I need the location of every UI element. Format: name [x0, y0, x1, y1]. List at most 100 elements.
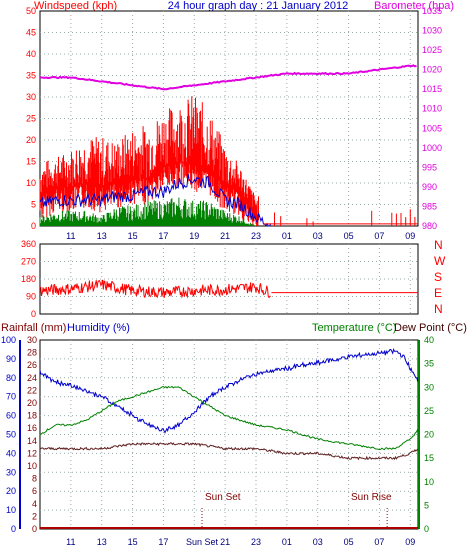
humidity-tick-label: 80: [6, 373, 16, 383]
wind-axis-title: Windspeed (kph): [34, 0, 117, 12]
time-tick-label: 13: [97, 231, 107, 241]
wind-tail-spikes: [274, 209, 416, 226]
time-tick-label: 07: [374, 537, 384, 547]
temperature-tick-label: 20: [424, 430, 434, 440]
time-tick-label: 15: [128, 231, 138, 241]
time-tick-label: 21: [220, 537, 230, 547]
temperature-ticks: 0 5 10 15 20 25 30 35 40: [418, 335, 434, 534]
time-tick-label: 03: [313, 537, 323, 547]
temperature-tick-label: 40: [424, 335, 434, 345]
dir-ticks: 0 90 180 270 360: [21, 239, 36, 319]
time-tick-label: 13: [97, 537, 107, 547]
humidity-tick-label: 10: [6, 505, 16, 515]
baro-tick-label: 995: [422, 162, 437, 172]
barometer-axis-title: Barometer (hpa): [374, 0, 454, 12]
top-wind-ticks: 0 5 10 15 20 25 30 35 40 45 50: [26, 6, 36, 231]
baro-tick-label: 990: [422, 182, 437, 192]
time-tick-label: 11: [66, 537, 75, 547]
dewpoint-series: [39, 442, 419, 461]
wind-tick-label: 20: [26, 135, 36, 145]
wind-tick-label: 50: [26, 6, 36, 16]
temperature-tick-label: 0: [424, 524, 429, 534]
temperature-tick-label: 30: [424, 382, 434, 392]
wind-tick-label: 15: [26, 157, 36, 167]
compass-label: N: [434, 302, 443, 316]
dir-tick-label: 180: [21, 274, 36, 284]
time-tick-label: 07: [374, 231, 384, 241]
humidity-tick-label: 90: [6, 354, 16, 364]
wind-tick-label: 45: [26, 28, 36, 38]
wind-tick-label: 10: [26, 178, 36, 188]
bottom-plot-frame: [39, 339, 419, 530]
barometer-series: [39, 64, 417, 91]
baro-tick-label: 1015: [422, 84, 442, 94]
rain-tick-label: 20: [27, 398, 37, 408]
humidity-tick-label: 70: [6, 392, 16, 402]
rain-tick-label: 6: [32, 486, 37, 496]
time-tick-label: 17: [158, 537, 168, 547]
temperature-tick-label: 10: [424, 477, 434, 487]
time-tick-label: 05: [344, 537, 354, 547]
bottom-series: [39, 348, 419, 529]
baro-tick-label: 1005: [422, 123, 442, 133]
baro-tick-label: 1000: [422, 143, 442, 153]
time-tick-label: 09: [405, 537, 415, 547]
top-time-ticks: 11 13 15 17 19 21 23 01 03 05 07 09: [66, 231, 415, 241]
wind-tick-label: 30: [26, 92, 36, 102]
time-tick-label: 11: [66, 231, 75, 241]
rain-tick-label: 8: [32, 474, 37, 484]
rain-tick-label: 18: [27, 411, 37, 421]
rain-tick-label: 12: [27, 448, 37, 458]
dewpoint-axis-title: Dew Point (°C): [394, 322, 467, 334]
baro-tick-label: 1020: [422, 65, 442, 75]
wind-tick-label: 0: [31, 221, 36, 231]
time-tick-label: 23: [251, 231, 261, 241]
average-wind-series: [39, 174, 272, 227]
temperature-axis-title: Temperature (°C): [312, 322, 396, 334]
baro-tick-label: 1035: [422, 6, 442, 16]
temperature-tick-label: 15: [424, 453, 434, 463]
chart-title: 24 hour graph day : 21 January 2012: [168, 0, 348, 12]
humidity-tick-label: 100: [1, 335, 16, 345]
rain-tick-label: 22: [27, 385, 37, 395]
humidity-tick-label: 40: [6, 448, 16, 458]
rain-tick-label: 26: [27, 360, 37, 370]
humidity-tick-label: 50: [6, 430, 16, 440]
baro-tick-label: 1010: [422, 104, 442, 114]
temperature-series: [39, 385, 419, 451]
windspeed-series: [39, 96, 260, 226]
rain-tick-label: 28: [27, 348, 37, 358]
dir-plot-frame: [39, 243, 419, 315]
wind-tick-label: 35: [26, 71, 36, 81]
time-tick-label: 17: [158, 231, 168, 241]
humidity-tick-label: 60: [6, 411, 16, 421]
compass-label: E: [434, 286, 442, 300]
time-tick-label: 05: [344, 231, 354, 241]
top-panel: Windspeed (kph) 24 hour graph day : 21 J…: [26, 0, 454, 241]
baro-tick-label: 985: [422, 201, 437, 211]
rain-axis-title: Rainfall (mm): [1, 322, 66, 334]
temperature-tick-label: 35: [424, 359, 434, 369]
dir-tick-label: 0: [31, 309, 36, 319]
time-tick-label: 19: [189, 231, 199, 241]
rain-tick-label: 16: [27, 423, 37, 433]
rain-tick-label: 4: [32, 499, 37, 509]
humidity-axis-title: Humidity (%): [67, 322, 130, 334]
time-tick-label: 01: [282, 537, 292, 547]
rain-tick-label: 2: [32, 511, 37, 521]
humidity-tick-label: 30: [6, 467, 16, 477]
wind-tick-label: 40: [26, 49, 36, 59]
bottom-panel: Rainfall (mm) Humidity (%) Temperature (…: [1, 322, 467, 547]
baro-tick-label: 1025: [422, 45, 442, 55]
time-tick-label: 15: [128, 537, 138, 547]
direction-series: [39, 279, 271, 299]
dir-tick-label: 270: [21, 257, 36, 267]
top-series: [39, 64, 418, 227]
baro-tick-label: 980: [422, 221, 437, 231]
wind-tick-label: 5: [31, 200, 36, 210]
wind-tick-label: 25: [26, 114, 36, 124]
